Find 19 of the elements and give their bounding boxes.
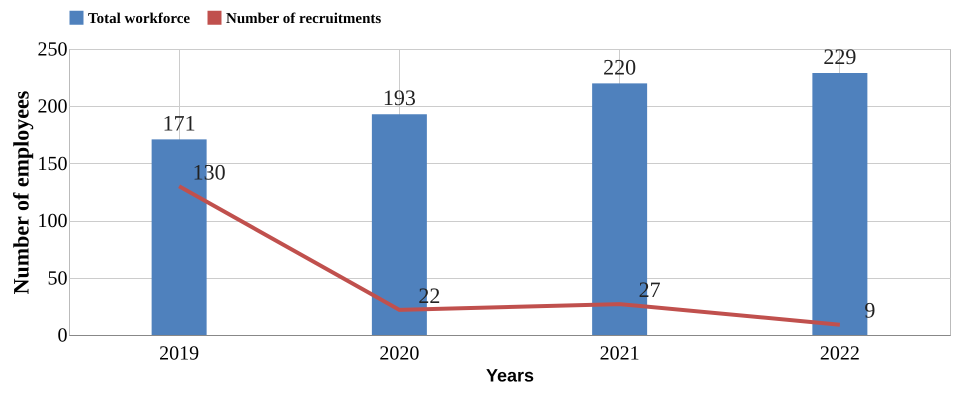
y-tick-label: 100 xyxy=(38,210,68,232)
data-label: 171 xyxy=(162,110,196,136)
legend-label: Total workforce xyxy=(88,10,190,27)
y-tick-label: 200 xyxy=(38,96,68,118)
line-series xyxy=(177,184,842,327)
y-tick-label: 50 xyxy=(48,267,68,290)
data-label: 229 xyxy=(823,44,856,70)
x-tick-label: 2019 xyxy=(159,342,200,364)
y-tick-label: 250 xyxy=(38,38,68,60)
x-tick-label: 2022 xyxy=(820,342,860,364)
y-axis-title: Number of employees xyxy=(8,90,34,294)
y-tick-label: 0 xyxy=(58,324,68,346)
legend-label: Number of recruitments xyxy=(226,10,382,27)
y-tick-label: 150 xyxy=(38,152,68,175)
x-tick-label: 2020 xyxy=(379,342,420,364)
data-label: 193 xyxy=(382,85,416,110)
data-label: 220 xyxy=(603,54,636,80)
x-tick-label: 2021 xyxy=(600,342,640,364)
x-axis-title: Years xyxy=(486,366,534,386)
